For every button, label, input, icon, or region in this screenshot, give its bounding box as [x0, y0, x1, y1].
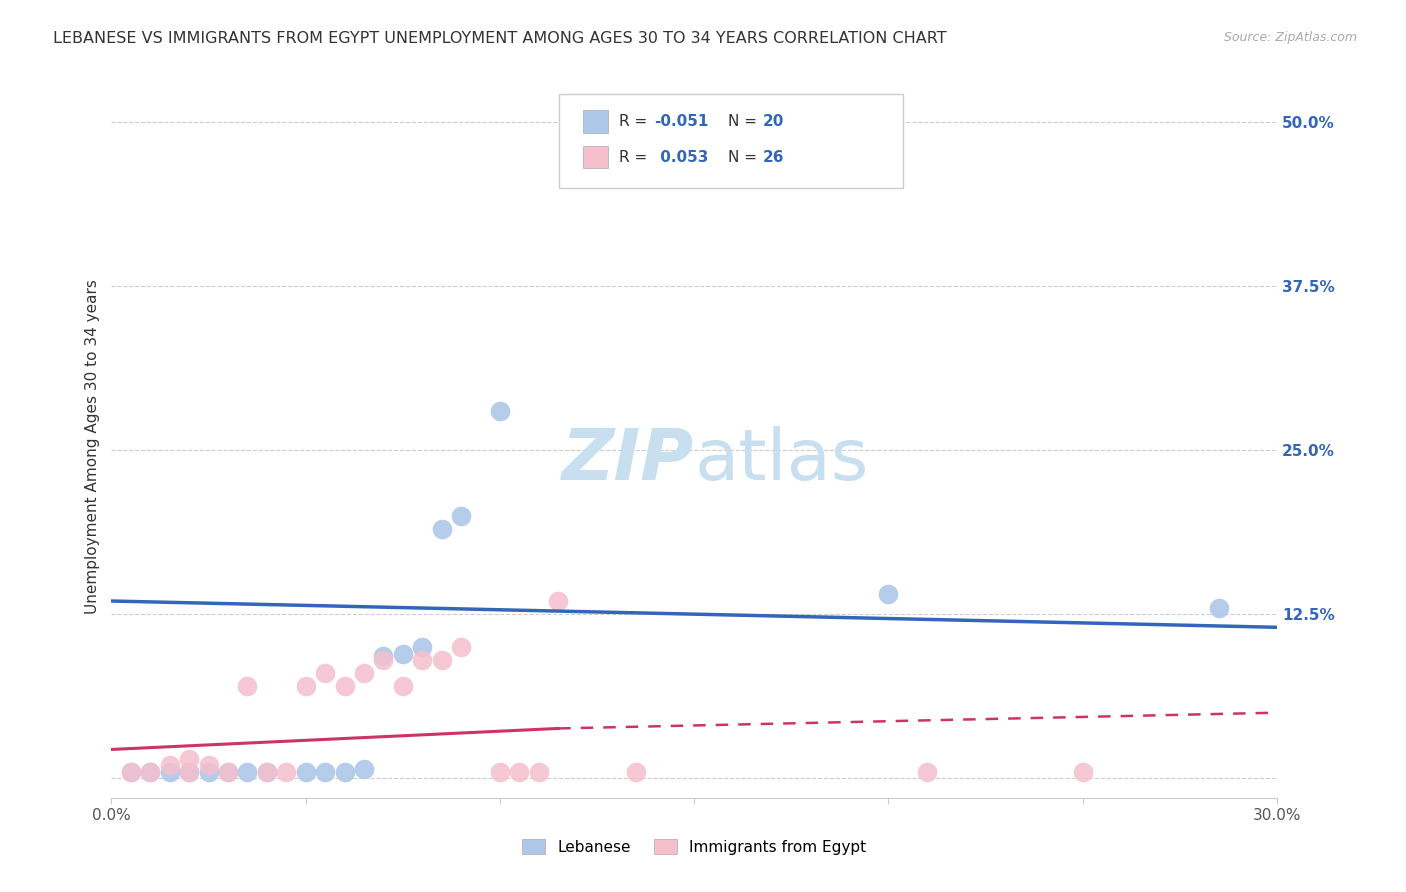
Text: R =: R = [620, 114, 652, 129]
Text: 26: 26 [763, 150, 785, 165]
Point [353, 666, 375, 681]
Text: 20: 20 [763, 114, 785, 129]
Point [547, 594, 569, 608]
Point [489, 764, 512, 779]
Point [333, 764, 356, 779]
Point [179, 764, 201, 779]
Text: -0.051: -0.051 [655, 114, 709, 129]
Point [391, 647, 413, 661]
Point [411, 640, 433, 654]
Point [159, 764, 181, 779]
Point [353, 762, 375, 776]
Point [527, 764, 550, 779]
Point [294, 764, 316, 779]
Point [314, 764, 336, 779]
Point [877, 587, 900, 601]
Point [508, 764, 530, 779]
Point [314, 666, 336, 681]
Point [489, 403, 512, 417]
Point [120, 764, 142, 779]
Point [391, 680, 413, 694]
Text: R =: R = [620, 150, 652, 165]
Point [411, 653, 433, 667]
Text: N =: N = [728, 150, 762, 165]
Point [1071, 764, 1094, 779]
Text: LEBANESE VS IMMIGRANTS FROM EGYPT UNEMPLOYMENT AMONG AGES 30 TO 34 YEARS CORRELA: LEBANESE VS IMMIGRANTS FROM EGYPT UNEMPL… [53, 31, 948, 46]
Point [217, 764, 239, 779]
Point [179, 752, 201, 766]
Point [179, 764, 201, 779]
Point [917, 764, 939, 779]
Point [450, 508, 472, 523]
Point [373, 653, 395, 667]
Point [256, 764, 278, 779]
Point [294, 680, 316, 694]
Point [120, 764, 142, 779]
Point [139, 764, 162, 779]
Point [373, 649, 395, 664]
Point [197, 764, 219, 779]
Point [430, 522, 453, 536]
Point [430, 653, 453, 667]
Text: N =: N = [728, 114, 762, 129]
Legend: Lebanese, Immigrants from Egypt: Lebanese, Immigrants from Egypt [516, 832, 872, 861]
Point [236, 680, 259, 694]
Point [450, 640, 472, 654]
Point [256, 764, 278, 779]
Point [197, 758, 219, 772]
Point [333, 680, 356, 694]
Point [236, 764, 259, 779]
Text: Source: ZipAtlas.com: Source: ZipAtlas.com [1223, 31, 1357, 45]
Point [139, 764, 162, 779]
Text: atlas: atlas [695, 426, 869, 495]
Point [159, 758, 181, 772]
Point [1208, 600, 1230, 615]
Point [276, 764, 298, 779]
Y-axis label: Unemployment Among Ages 30 to 34 years: Unemployment Among Ages 30 to 34 years [86, 279, 100, 614]
Point [217, 764, 239, 779]
Point [624, 764, 647, 779]
Text: 0.053: 0.053 [655, 150, 709, 165]
Text: ZIP: ZIP [562, 426, 695, 495]
